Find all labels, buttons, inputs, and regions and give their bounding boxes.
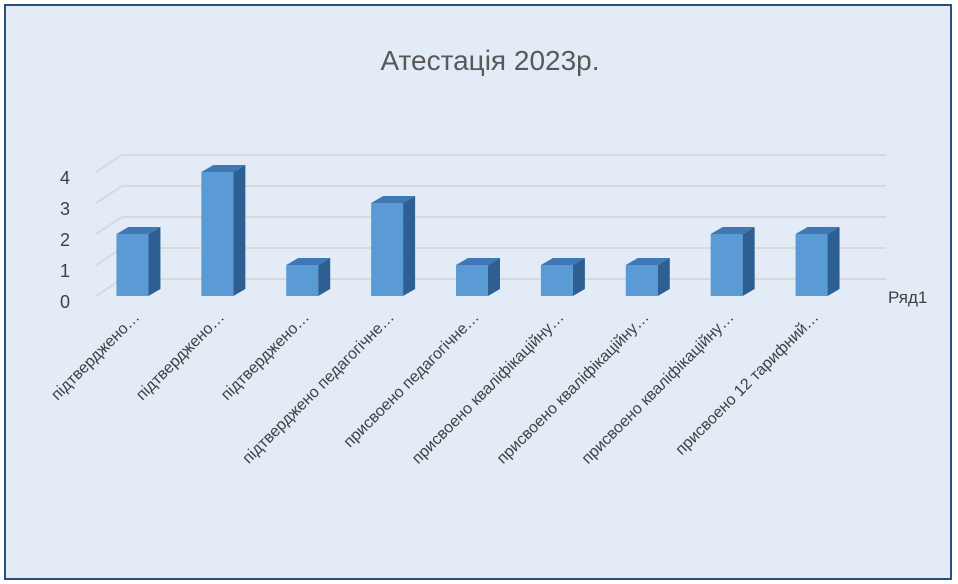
bar xyxy=(286,258,331,296)
category-label: присвоено кваліфікаційну… xyxy=(579,309,738,468)
bar xyxy=(456,258,500,296)
category-label: підтверджено… xyxy=(218,309,313,404)
category-label: підтверджено… xyxy=(48,309,143,404)
bar xyxy=(710,227,755,296)
category-label: присвоено 12 тарифний… xyxy=(673,309,823,459)
bar xyxy=(625,258,670,296)
category-label: присвоено педагогічне… xyxy=(341,309,483,451)
gridline xyxy=(95,216,886,235)
chart-title: Атестація 2023р. xyxy=(380,45,599,76)
bar xyxy=(540,258,585,296)
category-label: присвоено кваліфікаційну… xyxy=(494,309,653,468)
y-tick-label: 1 xyxy=(60,261,70,281)
bar xyxy=(201,165,246,296)
y-tick-label: 2 xyxy=(60,230,70,250)
bars xyxy=(116,165,840,296)
y-tick-label: 3 xyxy=(60,199,70,219)
y-tick-label: 4 xyxy=(60,168,70,188)
category-label: підтверджено… xyxy=(133,309,228,404)
bar xyxy=(795,227,840,296)
y-tick-label: 0 xyxy=(60,292,70,312)
bar xyxy=(371,196,416,296)
series-label: Ряд1 xyxy=(888,288,927,307)
gridline xyxy=(95,154,886,173)
y-axis-ticks: 0 1 2 3 4 xyxy=(60,168,70,312)
category-label: присвоено кваліфікаційну… xyxy=(409,309,568,468)
gridline xyxy=(95,185,886,204)
category-label: підтверджено педагогічне… xyxy=(240,309,398,467)
bar xyxy=(116,227,161,296)
x-axis-categories: підтверджено…підтверджено…підтверджено…п… xyxy=(48,309,822,468)
